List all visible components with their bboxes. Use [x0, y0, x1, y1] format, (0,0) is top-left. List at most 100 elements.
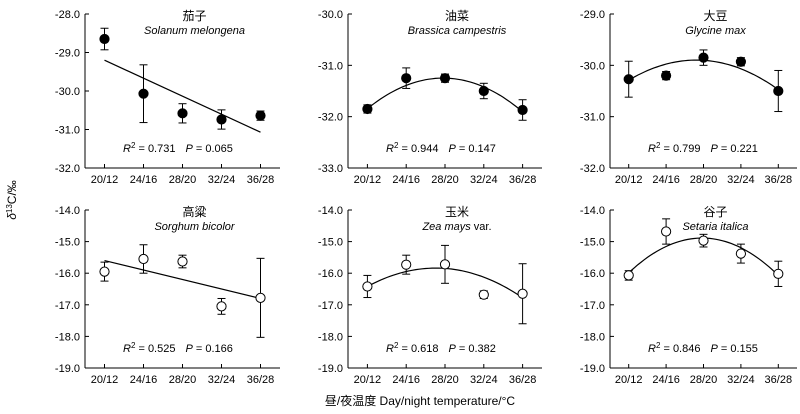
- data-point: [138, 253, 149, 265]
- stat-p-symbol: P: [185, 343, 193, 355]
- panel-6: -14.0 -15.0 -16.0 -17.0 -18.0 -19.0 20/12 24/16…: [580, 205, 797, 386]
- panel-title: 谷子: [703, 205, 727, 219]
- data-point: [478, 85, 489, 97]
- data-point: [216, 114, 227, 125]
- stat-p-value: = 0.166: [193, 343, 233, 355]
- panel-subtitle-suffix: var.: [471, 221, 492, 233]
- data-point: [177, 256, 188, 267]
- fit-stats: R2 = 0.525 P = 0.166: [123, 341, 233, 355]
- y-tick-label: -30.0: [55, 86, 80, 98]
- x-tick-label: 28/20: [431, 374, 459, 386]
- x-tick-label: 36/28: [247, 374, 275, 386]
- data-point: [623, 270, 634, 281]
- data-point: [362, 281, 373, 292]
- stat-r-sup: 2: [394, 141, 399, 150]
- y-tick-label: -31.0: [318, 60, 343, 72]
- data-point: [255, 292, 266, 303]
- panel-title: 油菜: [445, 9, 469, 23]
- y-tick-label: -18.0: [318, 331, 343, 343]
- fit-stats: R2 = 0.944 P = 0.147: [386, 141, 496, 155]
- data-point: [623, 74, 634, 85]
- stat-p-value: = 0.065: [193, 143, 233, 155]
- panel-5: -14.0 -15.0 -16.0 -17.0 -18.0 -19.0 20/12 24/16…: [318, 205, 542, 386]
- panel-subtitle: Zea mays var.: [421, 221, 491, 233]
- x-tick-label: 24/16: [392, 174, 420, 186]
- y-tick-label: -33.0: [318, 163, 343, 175]
- data-point: [661, 70, 672, 81]
- data-point: [99, 33, 110, 45]
- data-point: [698, 235, 709, 246]
- stat-r-sup: 2: [131, 341, 136, 350]
- y-tick-label: -17.0: [318, 300, 343, 312]
- data-point: [698, 52, 709, 63]
- data-point: [517, 104, 528, 116]
- x-tick-label: 36/28: [765, 374, 793, 386]
- x-tick-label: 24/16: [130, 374, 158, 386]
- panel-3: -29.0 -30.0 -31.0 -32.0 20/12 24/16 28/20 32/24…: [580, 9, 797, 186]
- x-tick-label: 20/12: [91, 374, 119, 386]
- y-tick-label: -14.0: [318, 205, 343, 217]
- panel-subtitle: Setaria italica: [682, 221, 748, 233]
- stat-p-value: = 0.382: [456, 343, 496, 355]
- fit-stats: R2 = 0.618 P = 0.382: [386, 341, 496, 355]
- y-tick-label: -16.0: [318, 268, 343, 280]
- x-tick-label: 36/28: [247, 174, 275, 186]
- data-point: [255, 110, 266, 121]
- panels: -28.0 -29.0 -30.0 -31.0 -32.0 20/12 24/16 28/20…: [55, 9, 797, 386]
- x-tick-label: 32/24: [208, 374, 236, 386]
- stat-p-symbol: P: [710, 343, 718, 355]
- y-tick-label: -19.0: [318, 363, 343, 375]
- stat-r-value: = 0.618: [398, 343, 438, 355]
- y-tick-label: -17.0: [55, 300, 80, 312]
- panel-subtitle: Sorghum bicolor: [154, 221, 235, 233]
- x-tick-label: 36/28: [509, 374, 537, 386]
- x-tick-label: 32/24: [727, 174, 755, 186]
- data-point: [362, 103, 373, 115]
- y-tick-label: -15.0: [580, 237, 605, 249]
- x-tick-label: 36/28: [509, 174, 537, 186]
- stat-p-value: = 0.155: [718, 343, 758, 355]
- data-point: [177, 108, 188, 119]
- panel-1: -28.0 -29.0 -30.0 -31.0 -32.0 20/12 24/16 28/20…: [55, 9, 280, 186]
- stat-r-value: = 0.731: [135, 143, 175, 155]
- y-axis-title-sup: 13: [5, 204, 14, 213]
- data-point: [773, 268, 784, 279]
- x-tick-label: 32/24: [208, 174, 236, 186]
- stat-r-sup: 2: [394, 341, 399, 350]
- panel-title: 茄子: [182, 9, 206, 23]
- y-tick-label: -31.0: [580, 112, 605, 124]
- data-point: [401, 259, 412, 270]
- stat-p-value: = 0.147: [456, 143, 496, 155]
- y-tick-label: -18.0: [55, 331, 80, 343]
- y-tick-label: -32.0: [55, 163, 80, 175]
- stat-r-sup: 2: [656, 341, 661, 350]
- y-tick-label: -30.0: [318, 9, 343, 21]
- y-tick-label: -16.0: [580, 268, 605, 280]
- x-tick-label: 32/24: [470, 174, 498, 186]
- panel-subtitle: Glycine max: [685, 25, 746, 37]
- stat-p-symbol: P: [710, 143, 718, 155]
- y-axis-title: δ13C/‰: [5, 180, 19, 220]
- y-tick-label: -32.0: [318, 112, 343, 124]
- y-tick-label: -16.0: [55, 268, 80, 280]
- stat-r-value: = 0.799: [660, 143, 700, 155]
- y-tick-label: -29.0: [55, 48, 80, 60]
- x-tick-label: 20/12: [615, 374, 643, 386]
- y-tick-label: -30.0: [580, 60, 605, 72]
- fit-line: [104, 259, 261, 300]
- stat-r-value: = 0.846: [660, 343, 700, 355]
- data-point: [517, 288, 528, 299]
- y-tick-label: -19.0: [55, 363, 80, 375]
- stat-r-symbol: R: [123, 343, 131, 355]
- data-point: [138, 88, 149, 99]
- x-tick-label: 20/12: [354, 374, 382, 386]
- panel-subtitle: Brassica campestris: [408, 25, 507, 37]
- x-axis-title: 昼/夜温度 Day/night temperature/°C: [325, 393, 516, 408]
- x-tick-label: 24/16: [652, 374, 680, 386]
- y-tick-label: -18.0: [580, 331, 605, 343]
- y-tick-label: -29.0: [580, 9, 605, 21]
- y-tick-label: -28.0: [55, 9, 80, 21]
- stat-r-symbol: R: [386, 343, 394, 355]
- fit-stats: R2 = 0.799 P = 0.221: [648, 141, 758, 155]
- data-point: [401, 73, 412, 84]
